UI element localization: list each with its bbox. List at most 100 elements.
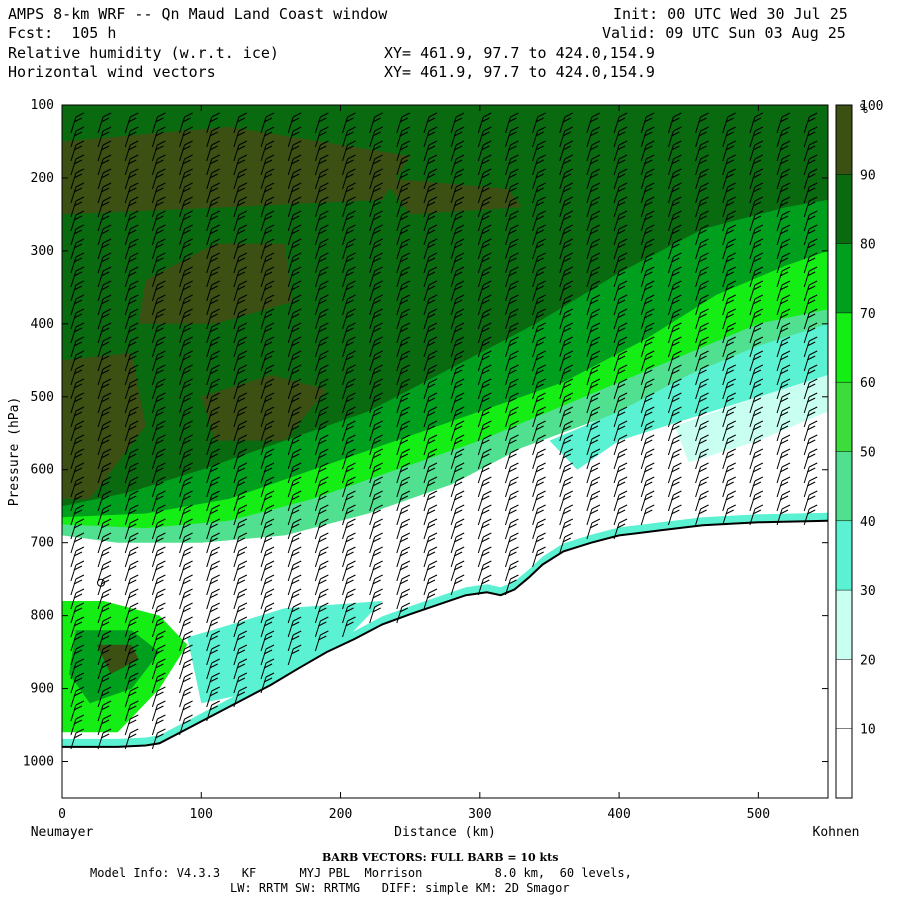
barb-flag [537,434,546,440]
wind-barb [396,574,411,596]
wind-barb [695,238,709,260]
barb-flag [481,327,490,333]
barb-flag [591,490,601,496]
barb-flag [209,621,218,627]
barb-shaft [776,116,783,134]
barb-shaft [450,200,457,218]
barb-flag [700,196,709,202]
barb-flag [155,607,164,613]
wind-barb [97,434,112,456]
wind-barb [477,364,492,386]
barb-shaft [586,214,593,232]
barb-shaft [749,494,756,512]
barb-flag [589,355,599,361]
barb-flag [562,523,571,529]
barb-shaft [749,228,756,246]
barb-flag [399,579,409,585]
wind-barb [586,518,601,540]
barb-flag [646,168,655,174]
barb-flag [345,131,354,137]
barb-flag [263,341,273,347]
barb-shaft [722,410,729,428]
barb-flag [727,210,736,216]
barb-flag [102,602,112,608]
barb-flag [562,369,571,375]
barb-flag [453,299,463,305]
wind-barb [70,476,85,498]
wind-barb [369,196,383,218]
barb-flag [671,453,680,459]
barb-flag [128,425,137,431]
barb-flag [236,495,246,501]
wind-barb [287,364,302,386]
barb-flag [128,495,137,501]
wind-barb [314,280,329,302]
barb-shaft [423,382,430,400]
barb-flag [238,252,248,258]
wind-barb [179,126,193,148]
barb-shaft [640,144,647,162]
wind-barb [70,630,85,652]
barb-flag [292,532,302,538]
barb-flag [102,658,112,664]
barb-flag [263,565,273,571]
barb-flag [401,196,411,202]
barb-shaft [97,704,104,722]
wind-barb [749,210,764,232]
wind-barb [613,294,628,316]
barb-flag [510,378,519,384]
barb-flag [102,252,112,258]
barb-flag [100,691,110,697]
wind-barb [97,602,112,624]
barb-flag [265,168,275,174]
barb-flag [426,425,436,431]
barb-shaft [369,116,376,134]
barb-flag [318,369,327,375]
wind-barb [504,140,519,162]
wind-barb [722,490,736,512]
wind-barb [70,462,85,484]
barb-flag [347,280,356,286]
wind-barb [287,154,302,176]
barb-flag [130,574,139,580]
barb-flag [130,434,139,440]
wind-barb [369,294,383,316]
barb-flag [292,490,302,496]
barb-flag [209,131,218,137]
barb-flag [211,462,220,468]
barb-flag [211,602,220,608]
barb-flag [184,644,193,650]
barb-flag [292,504,302,510]
wind-barb [97,700,112,722]
y-axis-label: Pressure (hPa) [7,397,22,507]
barb-flag [537,154,546,160]
barb-flag [401,476,411,482]
barb-flag [481,243,490,249]
barb-flag [401,140,411,146]
barb-flag [374,406,383,412]
barb-flag [428,154,438,160]
wind-barb [260,266,275,288]
barb-flag [806,453,816,459]
barb-shaft [640,214,647,232]
barb-flag [182,579,191,585]
barb-shaft [70,676,77,694]
barb-flag [644,243,653,249]
barb-flag [345,467,354,473]
barb-flag [399,271,409,277]
barb-shaft [749,270,756,288]
barb-flag [564,434,573,440]
wind-barb [314,616,329,638]
barb-flag [374,294,383,300]
barb-flag [155,593,164,599]
barb-flag [155,467,164,473]
barb-flag [808,182,818,188]
wind-barb [287,392,302,414]
barb-shaft [396,564,403,582]
wind-barb [206,420,220,442]
wind-barb [97,140,112,162]
barb-flag [426,271,436,277]
barb-shaft [749,438,756,456]
barb-flag [130,714,139,720]
barb-shaft [151,242,158,260]
